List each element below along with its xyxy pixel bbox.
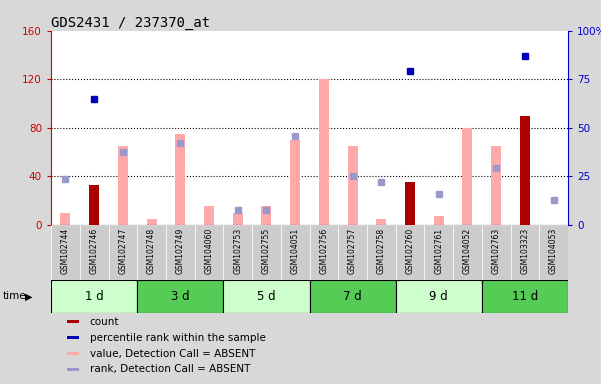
Text: GSM102747: GSM102747 (118, 227, 127, 274)
Text: GSM104051: GSM104051 (291, 227, 300, 274)
Text: GSM102761: GSM102761 (435, 227, 443, 273)
Bar (281, 225, 310, 280)
Text: count: count (90, 317, 120, 327)
Text: GSM102755: GSM102755 (262, 227, 271, 274)
Text: GSM102760: GSM102760 (406, 227, 415, 274)
Text: value, Detection Call = ABSENT: value, Detection Call = ABSENT (90, 349, 255, 359)
Bar (424, 225, 453, 280)
Bar (67, 336, 79, 339)
Bar (310, 280, 395, 313)
Bar (224, 225, 252, 280)
Text: GDS2431 / 237370_at: GDS2431 / 237370_at (51, 16, 210, 30)
Bar (510, 225, 539, 280)
Text: rank, Detection Call = ABSENT: rank, Detection Call = ABSENT (90, 364, 250, 374)
Text: 1 d: 1 d (85, 290, 103, 303)
Text: percentile rank within the sample: percentile rank within the sample (90, 333, 266, 343)
Text: GSM104052: GSM104052 (463, 227, 472, 274)
Text: GSM102749: GSM102749 (176, 227, 185, 274)
Bar (204, 207, 214, 225)
Text: 11 d: 11 d (511, 290, 538, 303)
Bar (67, 320, 79, 323)
Bar (166, 225, 195, 280)
Bar (434, 216, 444, 225)
Bar (89, 185, 99, 225)
Text: 3 d: 3 d (171, 290, 189, 303)
Bar (482, 280, 568, 313)
Text: GSM102758: GSM102758 (377, 227, 386, 273)
Bar (61, 212, 70, 225)
Bar (376, 218, 386, 225)
Text: GSM102763: GSM102763 (492, 227, 501, 274)
Bar (367, 225, 395, 280)
Text: 9 d: 9 d (429, 290, 448, 303)
Text: 7 d: 7 d (343, 290, 362, 303)
Bar (338, 225, 367, 280)
Text: 5 d: 5 d (257, 290, 276, 303)
Bar (395, 280, 482, 313)
Text: GSM102757: GSM102757 (348, 227, 357, 274)
Bar (137, 225, 166, 280)
Text: ▶: ▶ (25, 291, 32, 301)
Bar (109, 225, 137, 280)
Bar (195, 225, 224, 280)
Text: GSM102746: GSM102746 (90, 227, 99, 274)
Bar (290, 140, 300, 225)
Bar (118, 146, 128, 225)
Bar (539, 225, 568, 280)
Text: GSM102756: GSM102756 (319, 227, 328, 274)
Bar (520, 116, 530, 225)
Text: GSM104060: GSM104060 (204, 227, 213, 274)
Bar (319, 79, 329, 225)
Bar (67, 368, 79, 371)
Bar (453, 225, 482, 280)
Bar (395, 225, 424, 280)
Bar (462, 128, 472, 225)
Text: time: time (3, 291, 26, 301)
Bar (233, 212, 243, 225)
Bar (347, 146, 358, 225)
Bar (252, 225, 281, 280)
Bar (405, 182, 415, 225)
Bar (491, 146, 501, 225)
Bar (67, 352, 79, 355)
Text: GSM102744: GSM102744 (61, 227, 70, 274)
Bar (51, 280, 137, 313)
Bar (261, 207, 272, 225)
Bar (51, 225, 80, 280)
Bar (310, 225, 338, 280)
Text: GSM104053: GSM104053 (549, 227, 558, 274)
Bar (224, 280, 310, 313)
Text: GSM102748: GSM102748 (147, 227, 156, 273)
Text: GSM102753: GSM102753 (233, 227, 242, 274)
Bar (137, 280, 224, 313)
Bar (147, 218, 157, 225)
Bar (175, 134, 185, 225)
Bar (80, 225, 109, 280)
Bar (482, 225, 510, 280)
Text: GSM103323: GSM103323 (520, 227, 529, 274)
